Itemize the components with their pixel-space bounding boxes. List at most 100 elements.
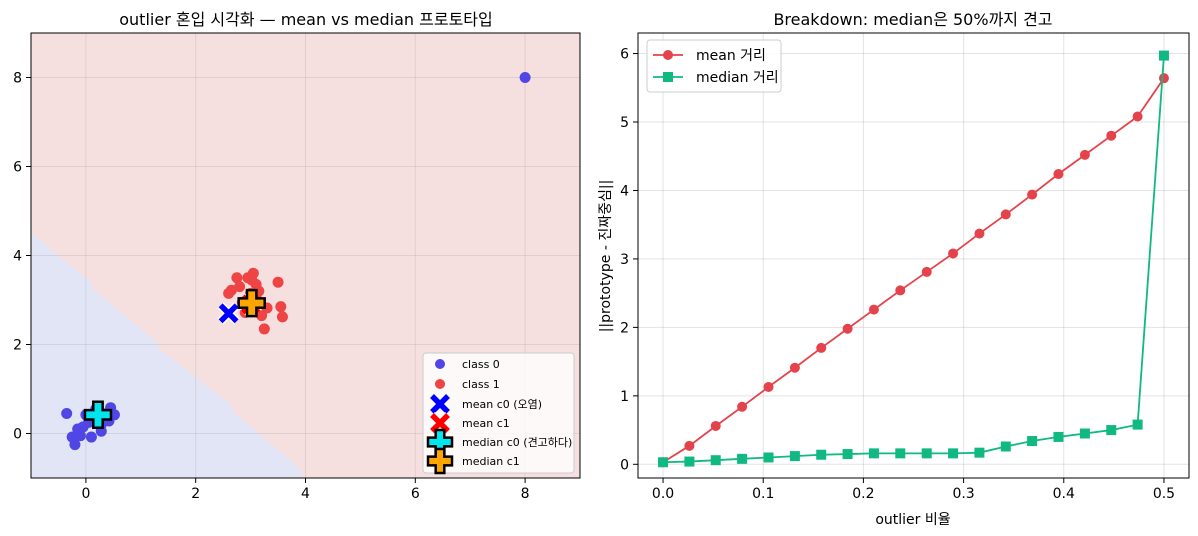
right-legend-box bbox=[646, 39, 782, 93]
right-y-tick-label: 4 bbox=[620, 183, 629, 199]
legend-class-1-marker bbox=[435, 379, 445, 389]
median-point bbox=[1027, 436, 1038, 447]
mean-point bbox=[974, 228, 985, 239]
class-1-point bbox=[231, 272, 243, 284]
median-point bbox=[868, 448, 879, 459]
legend-class-0-label: class 0 bbox=[462, 358, 500, 371]
left-x-tick-label: 8 bbox=[521, 486, 530, 502]
median-c0-marker bbox=[83, 400, 113, 430]
median-point bbox=[658, 457, 669, 468]
right-y-tick-label: 6 bbox=[620, 47, 629, 63]
class-0-point bbox=[61, 407, 73, 419]
mean-point bbox=[763, 381, 774, 392]
median-point bbox=[1158, 50, 1169, 61]
class-1-point bbox=[256, 310, 268, 322]
left-chart-title: outlier 혼입 시각화 — mean vs median 프로토타입 bbox=[119, 10, 492, 29]
left-legend: class 0 class 1 mean c0 (오염) mean c1 median … bbox=[422, 352, 575, 475]
class-0-point bbox=[69, 439, 81, 451]
mean-point bbox=[684, 440, 695, 451]
median-point bbox=[789, 451, 800, 462]
median-point bbox=[1000, 441, 1011, 452]
left-background-regions bbox=[31, 33, 580, 478]
legend-mean-c0-label: mean c0 (오염) bbox=[462, 398, 542, 411]
class-1-point bbox=[234, 281, 246, 293]
median-point bbox=[1053, 431, 1064, 442]
right-y-tick-label: 1 bbox=[620, 389, 629, 405]
mean-point bbox=[921, 266, 932, 277]
left-points bbox=[61, 72, 531, 451]
legend-class-0-marker bbox=[435, 359, 445, 369]
left-x-tick-label: 4 bbox=[301, 486, 310, 502]
legend-median-c0-label: median c0 (견고하다) bbox=[462, 435, 572, 449]
right-y-tick-label: 5 bbox=[620, 115, 629, 131]
legend-mean-c1-marker-stroke bbox=[430, 413, 450, 433]
legend-mean-label: mean 거리 bbox=[696, 48, 766, 64]
class-1-point bbox=[275, 301, 287, 313]
median-point bbox=[842, 449, 853, 460]
right-legend: mean 거리 median 거리 bbox=[646, 39, 782, 93]
median-point bbox=[921, 448, 932, 459]
legend-median-c1-marker bbox=[426, 447, 454, 475]
left-y-tick-label: 6 bbox=[13, 160, 22, 176]
right-y-axis-label: ||prototype - 진짜중심|| bbox=[598, 180, 614, 333]
right-chart: Breakdown: median은 50%까지 견고 0.0 0.1 0.2 0.3… bbox=[598, 10, 1190, 528]
right-x-axis-label: outlier 비율 bbox=[875, 512, 950, 528]
mean-point bbox=[1027, 189, 1038, 200]
mean-c0-marker bbox=[217, 302, 240, 325]
left-y-tick-label: 8 bbox=[13, 71, 22, 87]
class-0-point bbox=[74, 430, 86, 442]
mean-point bbox=[1000, 209, 1011, 220]
mean-point bbox=[816, 342, 827, 353]
class-1-point bbox=[272, 276, 284, 288]
class-1-point bbox=[225, 284, 237, 296]
mean-point bbox=[1053, 169, 1064, 180]
legend-mean-c0-marker-stroke bbox=[430, 394, 450, 414]
median-point bbox=[974, 447, 985, 458]
legend-median-label: median 거리 bbox=[696, 70, 779, 86]
class-0-point bbox=[519, 72, 531, 83]
legend-class-1-label: class 1 bbox=[462, 378, 500, 391]
median-point bbox=[1106, 425, 1117, 436]
mean-point bbox=[868, 304, 879, 315]
left-legend-box bbox=[422, 352, 575, 474]
right-x-tick-label: 0.1 bbox=[752, 486, 774, 502]
median-point bbox=[684, 456, 695, 467]
median-point bbox=[816, 449, 827, 460]
right-legend-items: mean 거리 median 거리 bbox=[653, 48, 779, 86]
right-y-tick-label: 0 bbox=[620, 457, 629, 473]
median-point bbox=[737, 453, 748, 464]
mean-point bbox=[1158, 73, 1169, 84]
left-x-tick-label: 0 bbox=[81, 486, 90, 502]
right-y-tick-label: 2 bbox=[620, 320, 629, 336]
left-chart: outlier 혼입 시각화 — mean vs median 프로토타입 0 2… bbox=[13, 10, 581, 502]
mean-point bbox=[948, 248, 959, 259]
class-0-point bbox=[85, 431, 97, 443]
legend-mean-marker bbox=[663, 50, 673, 60]
mean-point bbox=[895, 285, 906, 296]
class-1-point bbox=[258, 323, 270, 335]
left-x-tick-label: 6 bbox=[411, 486, 420, 502]
right-x-tick-label: 0.2 bbox=[852, 486, 874, 502]
mean-c0-marker-stroke bbox=[218, 303, 239, 324]
median-point bbox=[710, 455, 721, 466]
right-x-tick-label: 0.0 bbox=[652, 486, 674, 502]
legend-median-c1-label: median c1 bbox=[462, 455, 520, 468]
legend-mean-c0-marker bbox=[428, 392, 452, 416]
legend-mean-c1-marker bbox=[428, 411, 452, 435]
median-point bbox=[763, 452, 774, 463]
mean-point bbox=[842, 323, 853, 334]
right-x-tick-label: 0.5 bbox=[1153, 486, 1175, 502]
mean-line bbox=[662, 77, 1165, 464]
legend-mean-c1-label: mean c1 bbox=[462, 417, 510, 430]
mean-point bbox=[1106, 130, 1117, 141]
legend-median-marker bbox=[663, 72, 673, 82]
right-grid bbox=[638, 33, 1189, 478]
mean-point bbox=[710, 420, 721, 431]
class-1-point bbox=[250, 278, 262, 290]
mean-point bbox=[789, 362, 800, 373]
class-1-point bbox=[276, 311, 288, 323]
left-y-tick-label: 2 bbox=[13, 338, 22, 354]
median-point bbox=[895, 448, 906, 459]
left-y-tick-label: 0 bbox=[13, 427, 22, 443]
right-x-tick-label: 0.4 bbox=[1053, 486, 1075, 502]
